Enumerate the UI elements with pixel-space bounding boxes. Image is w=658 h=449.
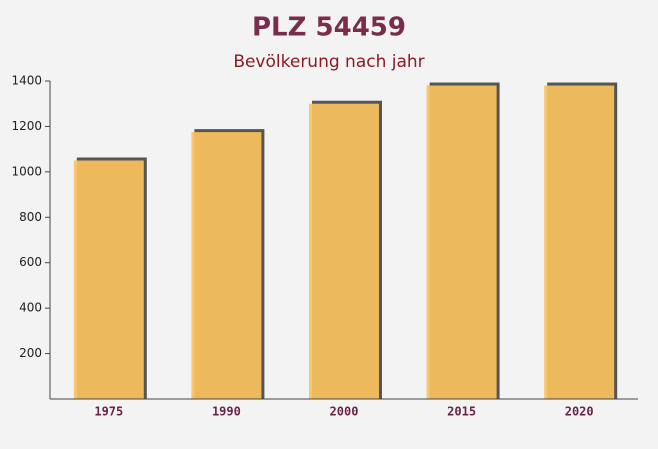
bar (191, 132, 262, 399)
bar (544, 85, 615, 400)
x-tick-label: 1975 (94, 405, 123, 419)
y-tick-label: 200 (19, 346, 42, 360)
y-tick-label: 1000 (11, 164, 42, 178)
x-tick-label: 2015 (447, 405, 476, 419)
chart-subtitle: Bevölkerung nach jahr (233, 52, 424, 72)
x-tick-label: 1990 (212, 405, 241, 419)
x-tick-label: 2000 (330, 405, 359, 419)
bar (73, 160, 144, 399)
y-tick-label: 1200 (11, 119, 42, 133)
chart-title: PLZ 54459 (252, 13, 406, 43)
y-tick-label: 800 (19, 210, 42, 224)
y-tick-label: 400 (19, 301, 42, 315)
bar (309, 103, 379, 399)
x-tick-label: 2020 (565, 405, 594, 419)
bar (426, 85, 497, 400)
y-tick-label: 600 (19, 255, 42, 269)
y-tick-label: 1400 (11, 74, 42, 88)
